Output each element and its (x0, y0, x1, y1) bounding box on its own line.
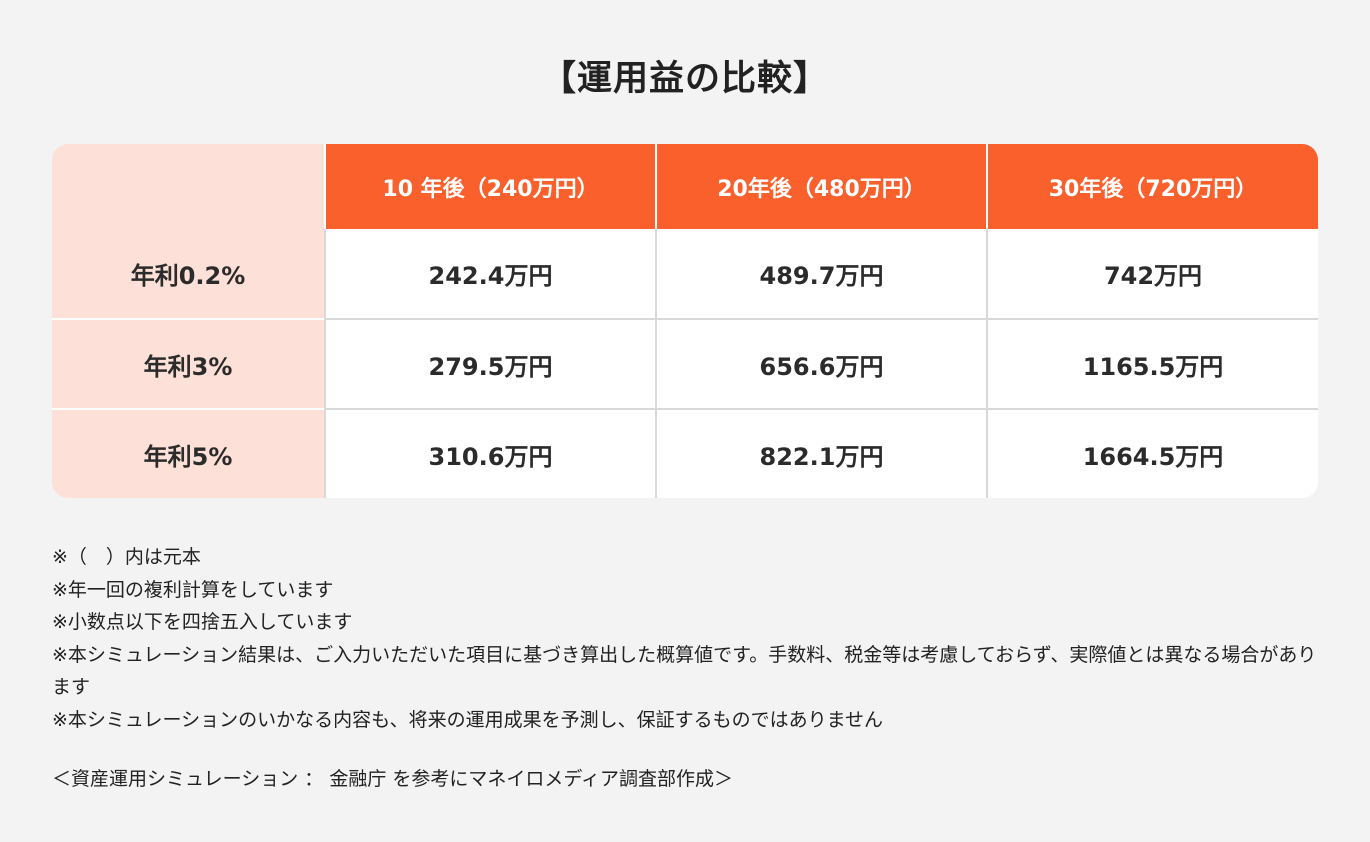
source-credit: ＜資産運用シミュレーション ： 金融庁 を参考にマネイロメディア調査部作成＞ (52, 768, 734, 790)
table-cell: 822.1万円 (655, 408, 987, 498)
note-line: ※本シミュレーションのいかなる内容も、将来の運用成果を予測し、保証するものではあ… (52, 708, 884, 731)
column-header-10-years: 10 年後（240万円） (324, 144, 656, 229)
comparison-table: 10 年後（240万円） 20年後（480万円） 30年後（720万円） 年利0… (52, 144, 1318, 498)
table-header-row: 10 年後（240万円） 20年後（480万円） 30年後（720万円） (52, 144, 1318, 229)
note-line: ※年一回の複利計算をしています (52, 578, 334, 601)
table-row: 年利5% 310.6万円 822.1万円 1664.5万円 (52, 408, 1318, 498)
table-cell: 1664.5万円 (986, 408, 1318, 498)
table-cell: 742万円 (986, 229, 1318, 319)
notes-section: ※（ ）内は元本 ※年一回の複利計算をしています ※小数点以下を四捨五入していま… (52, 541, 1322, 736)
note-line: ※小数点以下を四捨五入しています (52, 611, 353, 633)
table-cell: 489.7万円 (655, 229, 987, 319)
comparison-table-container: 10 年後（240万円） 20年後（480万円） 30年後（720万円） 年利0… (52, 144, 1318, 498)
table-cell: 279.5万円 (324, 318, 656, 409)
table-row: 年利3% 279.5万円 656.6万円 1165.5万円 (52, 318, 1318, 409)
table-cell: 242.4万円 (324, 229, 656, 319)
table-cell: 1165.5万円 (986, 318, 1318, 409)
row-header-rate: 年利3% (52, 318, 325, 409)
table-corner-cell (52, 144, 325, 229)
note-line: ※（ ）内は元本 (52, 546, 201, 568)
table-cell: 656.6万円 (655, 318, 987, 409)
table-row: 年利0.2% 242.4万円 489.7万円 742万円 (52, 229, 1318, 319)
note-line: ※本シミュレーション結果は、ご入力いただいた項目に基づき算出した概算値です。手数… (52, 643, 1317, 699)
column-header-30-years: 30年後（720万円） (986, 144, 1318, 229)
column-header-20-years: 20年後（480万円） (655, 144, 987, 229)
row-header-rate: 年利0.2% (52, 229, 325, 319)
row-header-rate: 年利5% (52, 408, 325, 498)
page-title: 【運用益の比較】 (540, 59, 829, 99)
table-cell: 310.6万円 (324, 408, 656, 498)
